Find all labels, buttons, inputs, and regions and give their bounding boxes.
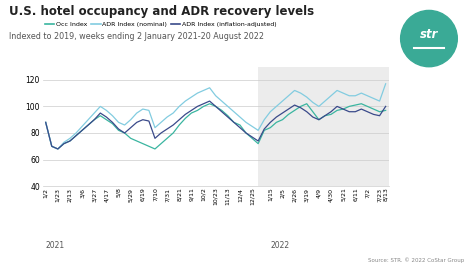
- Text: str: str: [420, 28, 438, 41]
- Text: U.S. hotel occupancy and ADR recovery levels: U.S. hotel occupancy and ADR recovery le…: [9, 5, 315, 18]
- Text: Indexed to 2019, weeks ending 2 January 2021-20 August 2022: Indexed to 2019, weeks ending 2 January …: [9, 32, 264, 41]
- Circle shape: [401, 10, 457, 67]
- Legend: Occ Index, ADR Index (nominal), ADR Index (inflation-adjusted): Occ Index, ADR Index (nominal), ADR Inde…: [42, 19, 280, 30]
- Text: 2022: 2022: [270, 242, 290, 251]
- Text: Source: STR. © 2022 CoStar Group: Source: STR. © 2022 CoStar Group: [368, 258, 465, 263]
- Text: 2021: 2021: [46, 242, 65, 251]
- Bar: [258, 66, 389, 186]
